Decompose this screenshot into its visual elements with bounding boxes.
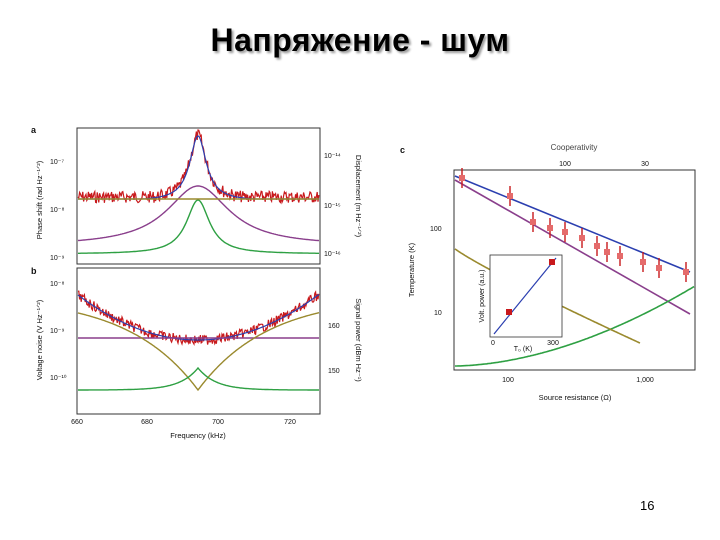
panel-b-left-tick-0: 10⁻⁸	[50, 281, 64, 288]
panel-a-purple-curve	[77, 185, 320, 242]
panel-a-letter: a	[31, 125, 37, 135]
panel-b-letter: b	[31, 266, 37, 276]
panel-a-left-tick-1: 10⁻⁸	[50, 207, 64, 214]
page-number: 16	[640, 498, 655, 513]
panel-c-data-point	[594, 236, 600, 256]
panel-a-right-ylabel: Displacement (m Hz⁻¹ᐟ²)	[354, 155, 363, 238]
panel-a-green-curve	[78, 199, 319, 254]
panel-b-xlabel: Frequency (kHz)	[170, 431, 226, 440]
panel-b-x-tick-3: 720	[284, 419, 296, 426]
panel-a-curves	[77, 129, 320, 254]
panel-c-y-tick-0: 100	[430, 226, 442, 233]
inset-data-point	[506, 309, 512, 315]
panel-c-data-point	[604, 242, 610, 262]
panel-c-data-point	[507, 186, 513, 206]
panel-c-x-tick-1: 1,000	[636, 377, 654, 384]
panel-b-left-tick-2: 10⁻¹⁰	[50, 374, 67, 382]
panel-b-x-tick-0: 660	[71, 419, 83, 426]
panel-c-ylabel: Temperature (K)	[407, 242, 416, 297]
panel-c-letter: c	[400, 145, 405, 155]
panel-b-left-tick-1: 10⁻⁹	[50, 328, 64, 335]
panel-c-data-point	[547, 218, 553, 238]
panel-b-left-ticks: 10⁻⁸ 10⁻⁹ 10⁻¹⁰	[50, 281, 67, 382]
panel-c-green-curve	[455, 285, 695, 367]
panel-c-data-point	[683, 262, 689, 282]
panel-a-right-tick-1: 10⁻¹⁵	[324, 203, 341, 210]
panel-c-xlabel: Source resistance (Ω)	[539, 393, 612, 402]
panel-a-left-ticks: 10⁻⁷ 10⁻⁸ 10⁻⁹	[50, 159, 64, 262]
panel-c-blue-line	[454, 175, 691, 273]
panel-b-green-curve	[78, 366, 319, 391]
panel-b-x-tick-2: 700	[212, 419, 224, 426]
panel-c-top-label: Cooperativity	[551, 143, 598, 152]
panel-a-noise-trace	[77, 129, 320, 205]
panel-c-y-tick-1: 10	[434, 310, 442, 317]
panel-c-inset-x-tick-1: 300	[547, 340, 559, 347]
panel-b-x-ticks: 660 680 700 720	[71, 419, 296, 426]
panel-c-data-point	[617, 246, 623, 266]
panel-b-x-tick-1: 680	[141, 419, 153, 426]
panel-c-data-point	[579, 228, 585, 248]
panel-a-left-ylabel: Phase shift (rad Hz⁻¹ᐟ²)	[35, 160, 44, 239]
panel-c-x-tick-0: 100	[502, 377, 514, 384]
panel-c-top-tick-0: 100	[559, 161, 571, 168]
panel-b-right-tick-0: 160	[328, 323, 340, 330]
panel-b-olive-curve	[77, 312, 320, 392]
panel-c-inset-frame	[489, 254, 563, 338]
panel-a-left-tick-0: 10⁻⁷	[50, 159, 64, 166]
panel-c-inset-ylabel: Volt. power (a.u.)	[479, 270, 486, 323]
panel-b-right-ylabel: Signal power (dBm Hz⁻¹)	[354, 298, 363, 382]
panel-c-data-point	[530, 212, 536, 232]
panel-b-right-tick-1: 150	[328, 368, 340, 375]
panel-a-right-tick-2: 10⁻¹⁶	[324, 251, 341, 258]
panel-c-data-point	[656, 258, 662, 278]
panel-b-curves	[77, 290, 320, 392]
panel-b-left-ylabel: Voltage noise (V Hz⁻¹ᐟ²)	[35, 299, 44, 380]
panel-c-data-point	[459, 168, 465, 188]
panel-a-right-ticks: 10⁻¹⁴ 10⁻¹⁵ 10⁻¹⁶	[324, 153, 341, 258]
slide-title: Напряжение - шум	[210, 22, 510, 58]
panel-b-right-ticks: 160 150	[328, 323, 340, 375]
panel-c-purple-line	[454, 179, 691, 315]
panel-a-right-tick-0: 10⁻¹⁴	[324, 153, 341, 160]
panel-c-data-point	[640, 252, 646, 272]
panel-c-data-point	[562, 222, 568, 242]
inset-data-point	[549, 259, 555, 265]
inset-blue-line	[493, 257, 557, 335]
panel-c-top-tick-1: 30	[641, 161, 649, 168]
panel-a-left-tick-2: 10⁻⁹	[50, 255, 64, 262]
panel-c-inset-xlabel: T₀ (K)	[514, 346, 532, 353]
panel-c-inset-x-tick-0: 0	[491, 340, 495, 347]
panel-b-blue-curve	[77, 294, 319, 341]
panel-c-inset-curves	[493, 257, 557, 335]
